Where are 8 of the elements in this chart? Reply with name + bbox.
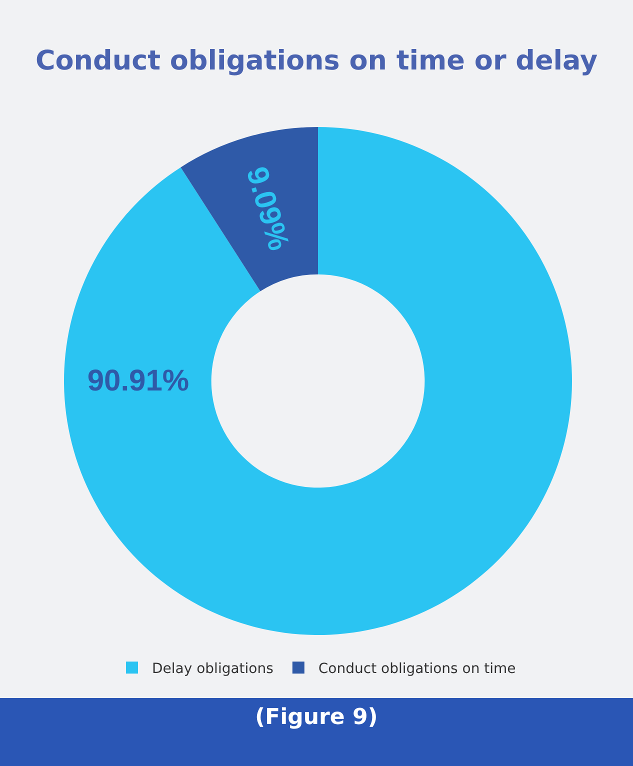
chart-title: Conduct obligations on time or delay (35, 45, 598, 76)
legend-label: Delay obligations (152, 661, 274, 678)
donut-slice (180, 127, 318, 292)
donut-slice (64, 127, 572, 635)
text: (Figure 9) (255, 705, 378, 730)
data-label: 90.91% (87, 364, 190, 398)
data-label: 9.09% (240, 163, 296, 254)
legend-label: Conduct obligations on time (318, 661, 516, 678)
